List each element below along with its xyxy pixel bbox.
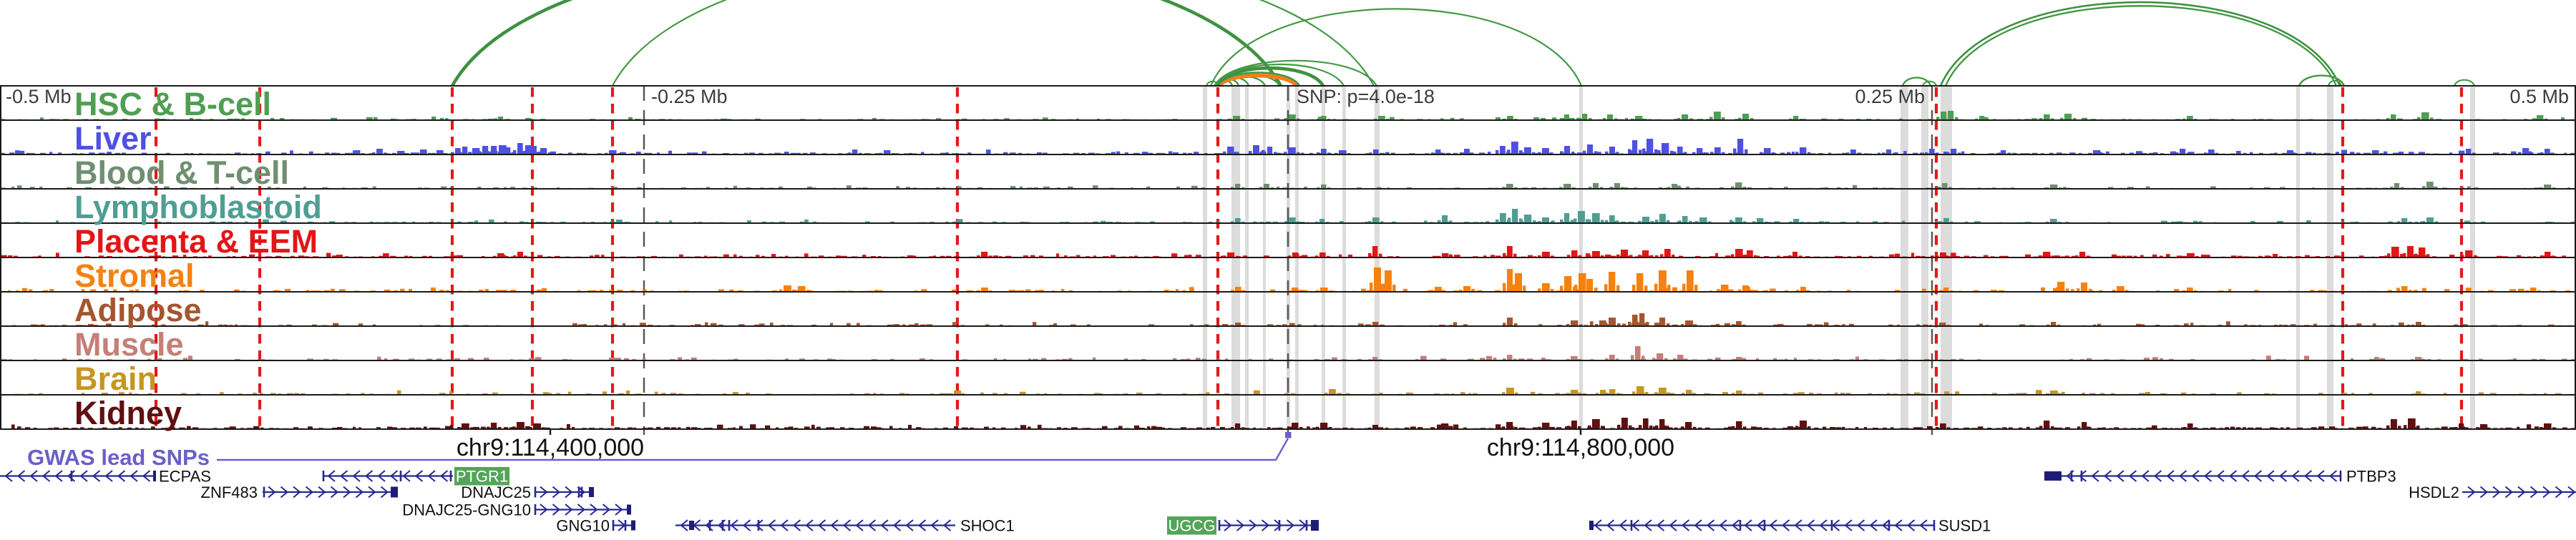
svg-text:ECPAS: ECPAS: [159, 468, 211, 486]
svg-text:HSDL2: HSDL2: [2409, 483, 2459, 501]
svg-text:UGCG: UGCG: [1169, 517, 1216, 535]
svg-text:GNG10: GNG10: [556, 517, 610, 535]
svg-text:Liver: Liver: [74, 120, 152, 157]
svg-text:chr9:114,800,000: chr9:114,800,000: [1487, 434, 1674, 461]
svg-text:0.25 Mb: 0.25 Mb: [1855, 86, 1925, 107]
svg-text:GWAS lead SNPs: GWAS lead SNPs: [27, 445, 210, 470]
svg-text:PTBP3: PTBP3: [2346, 468, 2396, 486]
svg-text:Adipose: Adipose: [74, 292, 202, 328]
svg-text:DNAJC25-GNG10: DNAJC25-GNG10: [402, 501, 531, 519]
svg-text:DNAJC25: DNAJC25: [461, 483, 531, 501]
svg-text:Placenta & EEM: Placenta & EEM: [74, 223, 318, 260]
svg-text:Lymphoblastoid: Lymphoblastoid: [74, 189, 322, 225]
svg-text:HSC & B-cell: HSC & B-cell: [74, 86, 271, 122]
svg-text:PTGR1: PTGR1: [456, 468, 508, 486]
svg-text:SUSD1: SUSD1: [1938, 517, 1991, 535]
svg-text:Kidney: Kidney: [74, 395, 182, 431]
svg-text:Brain: Brain: [74, 360, 157, 397]
svg-text:ZNF483: ZNF483: [201, 483, 258, 501]
svg-text:Stromal: Stromal: [74, 257, 195, 294]
svg-text:chr9:114,400,000: chr9:114,400,000: [457, 434, 644, 461]
svg-text:Muscle: Muscle: [74, 326, 184, 363]
svg-text:Blood & T-cell: Blood & T-cell: [74, 154, 289, 191]
svg-text:SHOC1: SHOC1: [960, 517, 1015, 535]
svg-text:-0.25 Mb: -0.25 Mb: [651, 86, 728, 107]
svg-text:SNP: p=4.0e-18: SNP: p=4.0e-18: [1297, 86, 1435, 107]
svg-text:-0.5 Mb: -0.5 Mb: [6, 86, 72, 107]
svg-text:0.5 Mb: 0.5 Mb: [2509, 86, 2569, 107]
